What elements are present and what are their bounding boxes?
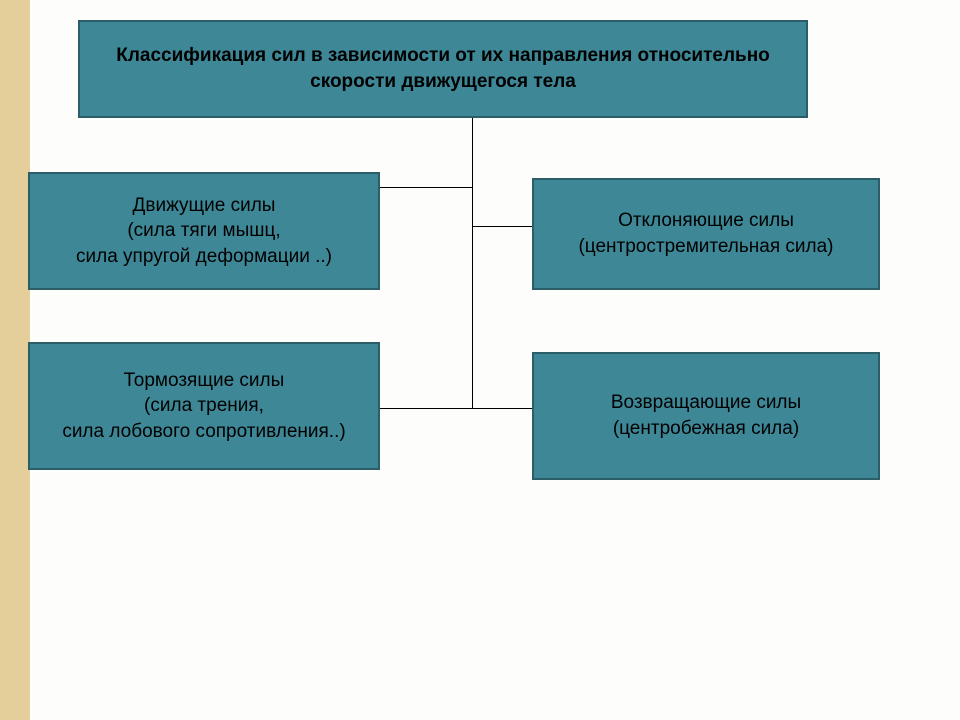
node-braking: Тормозящие силы (сила трения, сила лобов… xyxy=(28,342,380,470)
node-driving: Движущие силы (сила тяги мышц, сила упру… xyxy=(28,172,380,290)
node-returning-text: Возвращающие силы (центробежная сила) xyxy=(611,390,801,441)
connector-h xyxy=(472,226,532,227)
connector-h xyxy=(380,408,472,409)
node-driving-text: Движущие силы (сила тяги мышц, сила упру… xyxy=(76,193,332,270)
node-braking-text: Тормозящие силы (сила трения, сила лобов… xyxy=(62,368,345,445)
connector-v xyxy=(472,118,473,408)
node-returning: Возвращающие силы (центробежная сила) xyxy=(532,352,880,480)
node-deflecting-text: Отклоняющие силы (центростремительная си… xyxy=(578,208,833,259)
connector-h xyxy=(472,408,532,409)
header-box: Классификация сил в зависимости от их на… xyxy=(78,20,808,118)
connector-h xyxy=(380,187,472,188)
node-deflecting: Отклоняющие силы (центростремительная си… xyxy=(532,178,880,290)
header-text: Классификация сил в зависимости от их на… xyxy=(92,43,794,94)
